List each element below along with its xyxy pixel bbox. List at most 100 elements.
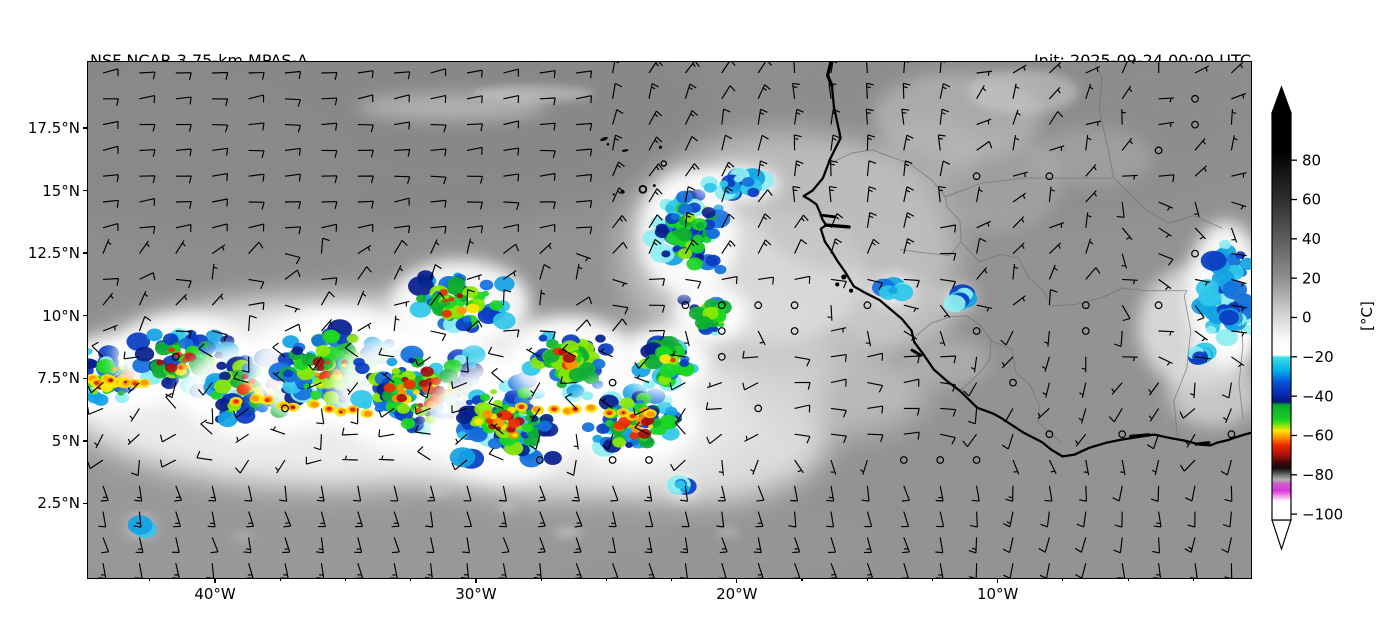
wind-barb (976, 304, 992, 312)
wind-barb (284, 97, 301, 107)
wind-barb (612, 278, 628, 287)
wind-barb (488, 447, 504, 461)
wind-barb (424, 562, 433, 578)
x-minor-tick-mark (1062, 578, 1064, 581)
wind-barb (1121, 253, 1127, 269)
wind-barb (247, 314, 257, 331)
wind-barb (757, 134, 769, 151)
calm-wind-circle (790, 326, 799, 335)
wind-barb (175, 278, 192, 288)
wind-barb (205, 408, 214, 425)
wind-barb (830, 433, 847, 443)
wind-barb (197, 381, 213, 396)
wind-barb (498, 511, 507, 528)
wind-barb (1194, 278, 1211, 286)
wind-barb (247, 241, 264, 254)
wind-barb (211, 97, 228, 106)
wind-barb (138, 271, 155, 280)
wind-barb (91, 341, 104, 357)
wind-barb (502, 68, 519, 77)
wind-barb (1153, 511, 1162, 528)
wind-barb (1037, 407, 1050, 419)
wind-barb (135, 536, 144, 553)
wind-barb (1121, 137, 1133, 151)
wind-barb (575, 70, 592, 79)
wind-barb (315, 537, 324, 554)
wind-barb (321, 149, 338, 158)
wind-barb (648, 214, 663, 228)
wind-barb (1194, 165, 1207, 177)
wind-barb (757, 239, 771, 254)
wind-barb (971, 485, 980, 502)
wind-barb (321, 71, 338, 80)
wind-barb (867, 405, 883, 414)
wind-barb (134, 485, 142, 502)
wind-barb (1002, 562, 1014, 578)
wind-barb (1012, 192, 1026, 203)
wind-barb (451, 405, 467, 414)
wind-barb (607, 536, 616, 553)
wind-barb (575, 199, 592, 208)
wind-barb (793, 238, 807, 254)
wind-barb (1001, 433, 1014, 450)
wind-barb (1221, 382, 1232, 399)
wind-barb (648, 61, 663, 74)
wind-barb (378, 407, 395, 418)
wind-barb (357, 322, 372, 332)
wind-barb (684, 185, 695, 202)
x-minor-tick-mark (931, 578, 934, 581)
wind-barb (175, 200, 192, 209)
y-tick-mark (83, 377, 88, 379)
wind-barb (573, 536, 582, 553)
wind-barb (1012, 64, 1027, 74)
wind-barb (175, 293, 187, 306)
wind-barb (648, 82, 659, 99)
wind-barb (466, 224, 483, 233)
wind-barb (830, 278, 847, 289)
wind-barb (454, 433, 468, 445)
wind-barb (1108, 407, 1123, 422)
wind-barb (685, 278, 701, 289)
wind-barb (679, 537, 688, 553)
wind-barb (429, 292, 445, 306)
wind-barb (451, 459, 468, 470)
wind-barb (970, 356, 977, 372)
wind-barb (503, 147, 519, 156)
wind-barb (669, 381, 686, 391)
wind-barb (720, 108, 731, 125)
wind-barb (1194, 304, 1205, 321)
wind-barb (793, 159, 804, 176)
wind-barb (393, 197, 410, 206)
wind-barb (419, 382, 431, 398)
wind-barb (138, 290, 148, 306)
calm-wind-circle (280, 404, 289, 413)
wind-barb (1048, 288, 1058, 305)
wind-barb (866, 134, 875, 151)
wind-barb (502, 243, 519, 254)
calm-wind-circle (608, 455, 617, 464)
wind-barb (1158, 330, 1174, 336)
wind-barb (757, 330, 766, 345)
wind-barb (87, 459, 104, 469)
wind-barb (830, 108, 840, 125)
wind-barb (1084, 134, 1092, 151)
y-tick-mark (83, 252, 88, 254)
wind-barb (721, 85, 736, 99)
wind-barb (414, 424, 431, 435)
wind-barb (720, 161, 735, 177)
wind-barb (503, 329, 520, 338)
wind-barb (830, 212, 843, 228)
wind-barb (503, 201, 520, 210)
wind-barb (97, 511, 106, 528)
wind-barb (611, 187, 625, 202)
wind-barb (612, 304, 629, 315)
calm-wind-circle (936, 455, 944, 464)
wind-barb (976, 118, 992, 125)
wind-barb (466, 238, 474, 254)
wind-barb (828, 562, 837, 578)
wind-barb (648, 304, 665, 313)
wind-barb (669, 350, 686, 358)
wind-barb (975, 266, 988, 280)
wind-barb (827, 536, 836, 553)
wind-barb (248, 201, 265, 210)
